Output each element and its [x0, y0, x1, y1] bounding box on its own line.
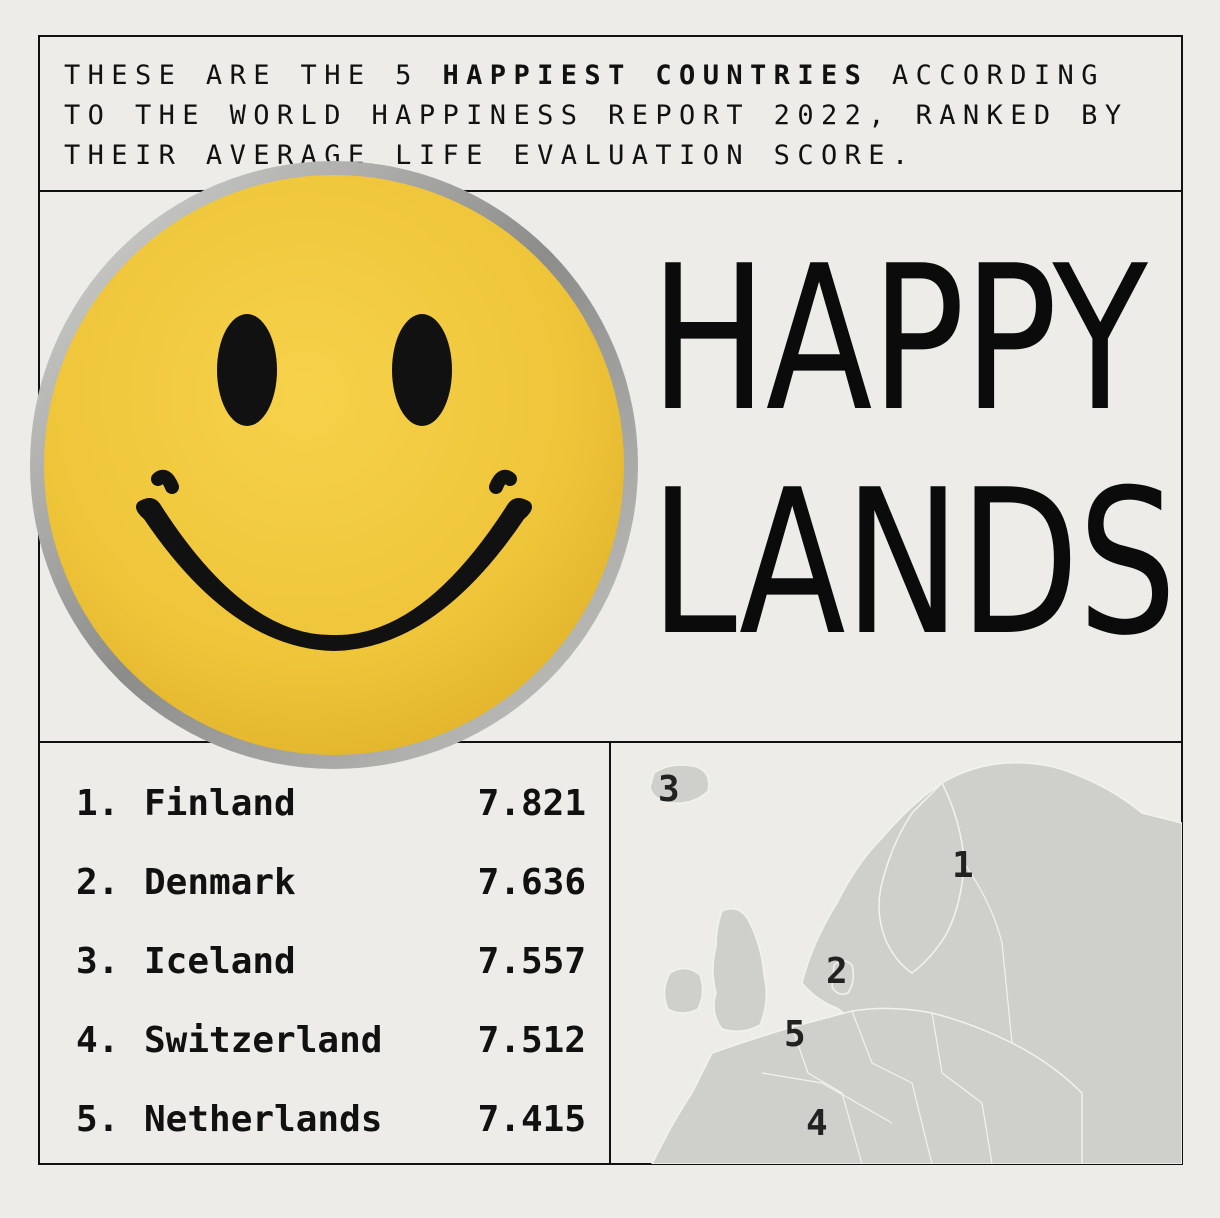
- map-label-switzerland: 4: [806, 1103, 828, 1144]
- ranking-list: 1. Finland 7.821 2. Denmark 7.636 3. Iceland 7…: [76, 780, 586, 1175]
- finland-sweden-shape: [878, 781, 965, 974]
- intro-part-1: THESE ARE THE 5: [64, 60, 443, 91]
- country-name: Denmark: [144, 862, 296, 903]
- intro-part-2: ACCORDING TO THE WORLD HAPPINESS REPORT …: [64, 60, 1129, 171]
- list-item: 4. Switzerland 7.512: [76, 1017, 586, 1096]
- smiley-face-badge-icon: [30, 161, 638, 769]
- map-label-finland: 1: [952, 845, 974, 886]
- denmark-shape: [831, 960, 855, 995]
- rank-number: 1.: [76, 783, 120, 824]
- list-item: 1. Finland 7.821: [76, 780, 586, 859]
- list-item: 2. Denmark 7.636: [76, 859, 586, 938]
- country-name: Switzerland: [144, 1020, 383, 1061]
- list-item: 5. Netherlands 7.415: [76, 1096, 586, 1175]
- great-britain-shape: [712, 908, 767, 1032]
- title-line-1: HAPPY: [650, 223, 1148, 456]
- page-title: HAPPY LANDS: [650, 223, 1177, 680]
- rank-number: 2.: [76, 862, 120, 903]
- happiness-score: 7.636: [477, 862, 586, 903]
- divider-vertical: [609, 741, 611, 1165]
- right-eye: [392, 314, 452, 426]
- happiness-score: 7.557: [477, 941, 586, 982]
- title-line-2: LANDS: [650, 447, 1177, 680]
- country-name: Iceland: [144, 941, 296, 982]
- map-label-denmark: 2: [826, 951, 848, 992]
- happiness-score: 7.415: [477, 1099, 586, 1140]
- smile-mouth: [136, 498, 532, 651]
- country-name: Finland: [144, 783, 296, 824]
- happiness-score: 7.821: [477, 783, 586, 824]
- ireland-shape: [663, 967, 704, 1014]
- happiness-score: 7.512: [477, 1020, 586, 1061]
- divider-top: [38, 190, 1183, 192]
- map-label-iceland: 3: [658, 769, 680, 810]
- intro-text: THESE ARE THE 5 HAPPIEST COUNTRIES ACCOR…: [64, 56, 1164, 176]
- country-name: Netherlands: [144, 1099, 383, 1140]
- list-item: 3. Iceland 7.557: [76, 938, 586, 1017]
- rank-number: 3.: [76, 941, 120, 982]
- europe-map: 3 1 2 5 4: [649, 761, 1182, 1164]
- intro-highlight: HAPPIEST COUNTRIES: [442, 60, 869, 91]
- western-europe-shape: [651, 1007, 1083, 1164]
- left-eye: [217, 314, 277, 426]
- rank-number: 4.: [76, 1020, 120, 1061]
- map-label-netherlands: 5: [784, 1014, 806, 1055]
- rank-number: 5.: [76, 1099, 120, 1140]
- iceland-shape: [649, 764, 710, 804]
